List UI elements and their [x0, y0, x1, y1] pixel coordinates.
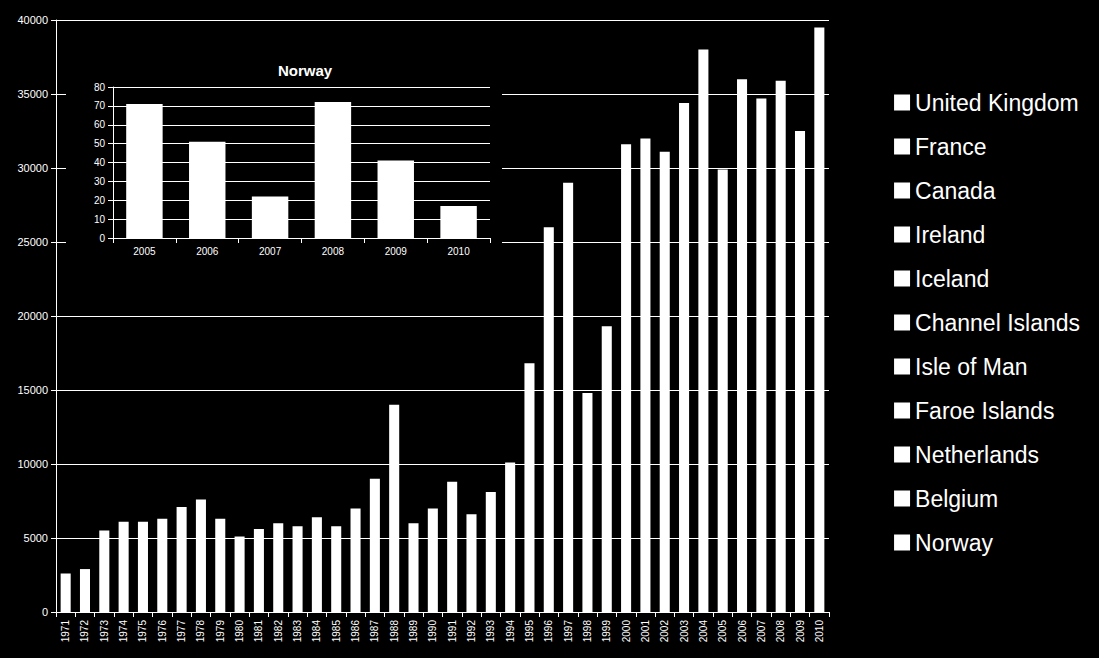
- svg-text:Ireland: Ireland: [915, 222, 985, 248]
- svg-text:2009: 2009: [795, 620, 806, 643]
- svg-text:Channel Islands: Channel Islands: [915, 310, 1080, 336]
- svg-text:1974: 1974: [118, 620, 129, 643]
- svg-text:Canada: Canada: [915, 178, 996, 204]
- svg-text:1990: 1990: [427, 620, 438, 643]
- svg-text:1979: 1979: [215, 620, 226, 643]
- svg-text:25000: 25000: [17, 236, 48, 248]
- svg-text:5000: 5000: [24, 532, 48, 544]
- svg-text:2001: 2001: [640, 620, 651, 643]
- svg-text:60: 60: [94, 119, 106, 130]
- svg-text:1983: 1983: [292, 620, 303, 643]
- svg-text:1988: 1988: [389, 620, 400, 643]
- svg-text:20000: 20000: [17, 310, 48, 322]
- svg-text:80: 80: [94, 82, 106, 93]
- svg-text:2009: 2009: [385, 246, 408, 257]
- svg-text:United Kingdom: United Kingdom: [915, 90, 1079, 116]
- svg-text:1978: 1978: [195, 620, 206, 643]
- svg-text:1977: 1977: [176, 620, 187, 643]
- svg-text:2008: 2008: [322, 246, 345, 257]
- svg-text:15000: 15000: [17, 384, 48, 396]
- svg-text:1972: 1972: [79, 620, 90, 643]
- svg-text:2000: 2000: [621, 620, 632, 643]
- svg-text:2010: 2010: [814, 620, 825, 643]
- svg-text:1991: 1991: [447, 620, 458, 643]
- svg-text:20: 20: [94, 195, 106, 206]
- svg-text:Norway: Norway: [915, 530, 993, 556]
- svg-text:2005: 2005: [717, 620, 728, 643]
- svg-text:Iceland: Iceland: [915, 266, 989, 292]
- svg-text:2005: 2005: [133, 246, 156, 257]
- svg-text:1973: 1973: [99, 620, 110, 643]
- svg-text:Belgium: Belgium: [915, 486, 998, 512]
- svg-text:France: France: [915, 134, 987, 160]
- svg-text:2006: 2006: [737, 620, 748, 643]
- svg-text:1980: 1980: [234, 620, 245, 643]
- svg-text:1987: 1987: [369, 620, 380, 643]
- svg-text:30: 30: [94, 176, 106, 187]
- svg-text:10000: 10000: [17, 458, 48, 470]
- svg-text:70: 70: [94, 100, 106, 111]
- svg-text:1998: 1998: [582, 620, 593, 643]
- svg-text:1995: 1995: [524, 620, 535, 643]
- svg-text:2003: 2003: [679, 620, 690, 643]
- svg-text:2004: 2004: [698, 620, 709, 643]
- svg-text:1986: 1986: [350, 620, 361, 643]
- svg-text:40000: 40000: [17, 14, 48, 26]
- svg-text:1996: 1996: [543, 620, 554, 643]
- svg-text:1976: 1976: [157, 620, 168, 643]
- svg-text:0: 0: [42, 606, 48, 618]
- svg-text:1997: 1997: [563, 620, 574, 643]
- svg-text:1999: 1999: [601, 620, 612, 643]
- svg-text:2008: 2008: [775, 620, 786, 643]
- svg-text:2006: 2006: [196, 246, 219, 257]
- svg-text:2007: 2007: [756, 620, 767, 643]
- svg-text:Faroe Islands: Faroe Islands: [915, 398, 1054, 424]
- svg-text:Netherlands: Netherlands: [915, 442, 1039, 468]
- svg-text:1984: 1984: [311, 620, 322, 643]
- svg-text:35000: 35000: [17, 88, 48, 100]
- svg-text:2007: 2007: [259, 246, 282, 257]
- svg-text:1992: 1992: [466, 620, 477, 643]
- svg-text:10: 10: [94, 214, 106, 225]
- svg-text:1985: 1985: [331, 620, 342, 643]
- svg-text:30000: 30000: [17, 162, 48, 174]
- svg-text:1981: 1981: [253, 620, 264, 643]
- svg-text:2010: 2010: [447, 246, 470, 257]
- svg-text:Isle of Man: Isle of Man: [915, 354, 1028, 380]
- svg-text:1971: 1971: [60, 620, 71, 643]
- svg-text:1989: 1989: [408, 620, 419, 643]
- svg-text:0: 0: [99, 233, 105, 244]
- svg-text:1982: 1982: [273, 620, 284, 643]
- svg-text:50: 50: [94, 138, 106, 149]
- svg-text:40: 40: [94, 157, 106, 168]
- svg-text:Norway: Norway: [278, 62, 333, 79]
- svg-text:2002: 2002: [659, 620, 670, 643]
- svg-text:1975: 1975: [137, 620, 148, 643]
- svg-text:1993: 1993: [485, 620, 496, 643]
- svg-text:1994: 1994: [505, 620, 516, 643]
